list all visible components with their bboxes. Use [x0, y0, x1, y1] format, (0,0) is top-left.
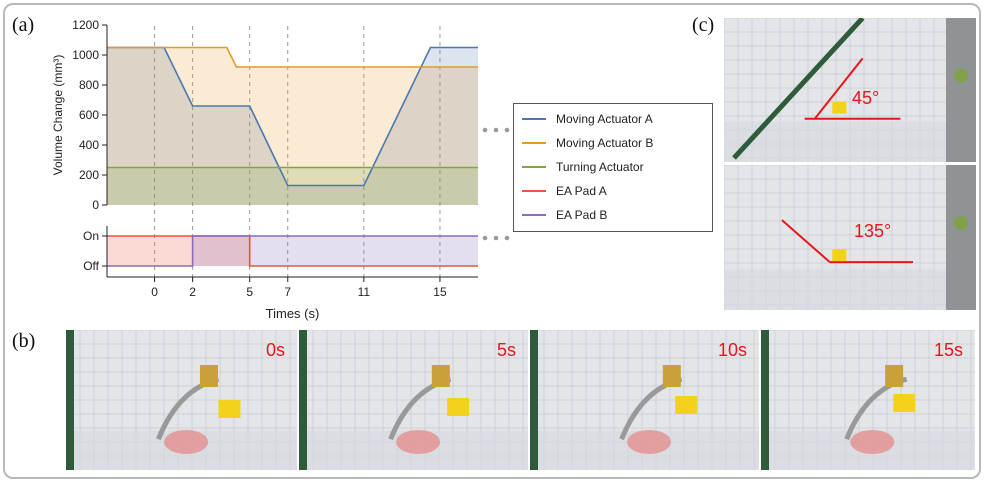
y-category-label: Off — [83, 259, 99, 273]
x-tick-label: 15 — [433, 285, 447, 299]
y-tick-label: 0 — [92, 198, 99, 212]
photo-c-0: 45° — [724, 18, 976, 162]
legend-label: Moving Actuator B — [556, 136, 654, 150]
panel-label-b: (b) — [12, 330, 36, 352]
series-area — [107, 236, 478, 266]
legend-swatch — [522, 118, 546, 120]
y-category-label: On — [83, 229, 99, 243]
x-tick-label: 5 — [246, 285, 253, 299]
photo-b-0: 0s — [66, 330, 297, 470]
photo-image — [299, 330, 528, 470]
time-label: 15s — [933, 340, 963, 360]
series-line — [107, 46, 478, 187]
ellipsis-dot — [493, 235, 499, 241]
x-tick-label: 0 — [151, 285, 158, 299]
legend-item: EA Pad B — [522, 207, 607, 223]
photo-image — [66, 330, 297, 470]
chart-legend: Moving Actuator A Moving Actuator B Turnin… — [513, 103, 713, 232]
x-tick-label: 7 — [284, 285, 291, 299]
legend-item: Moving Actuator B — [522, 135, 653, 151]
y-tick-label: 800 — [79, 78, 99, 92]
photo-image — [724, 165, 976, 310]
y-tick-label: 600 — [79, 108, 99, 122]
x-axis-label: Times (s) — [266, 306, 320, 321]
photo-b-2: 10s — [530, 330, 759, 470]
legend-swatch — [522, 214, 546, 216]
series-line — [107, 235, 478, 267]
ellipsis-dot — [482, 127, 488, 133]
legend-label: EA Pad B — [556, 208, 608, 222]
y-tick-label: 200 — [79, 168, 99, 182]
legend-label: EA Pad A — [556, 184, 607, 198]
volume-chart: 0 200 400 600 800 1000 1200 Volume Change (mm³)… — [51, 18, 510, 321]
legend-item: Turning Actuator — [522, 159, 644, 175]
photo-b-3: 15s — [761, 330, 975, 470]
photo-image — [530, 330, 759, 470]
photo-b-1: 5s — [299, 330, 528, 470]
series-area — [107, 47, 478, 205]
time-label: 10s — [717, 340, 747, 360]
legend-label: Moving Actuator A — [556, 112, 653, 126]
y-tick-label: 400 — [79, 138, 99, 152]
ellipsis-dot — [493, 127, 499, 133]
photo-image — [761, 330, 975, 470]
legend-label: Turning Actuator — [556, 160, 644, 174]
legend-swatch — [522, 142, 546, 144]
ellipsis-dot — [504, 127, 510, 133]
legend-item: EA Pad A — [522, 183, 607, 199]
ellipsis-dot — [504, 235, 510, 241]
figure-frame — [3, 3, 981, 479]
series-line — [107, 46, 478, 68]
legend-swatch — [522, 190, 546, 192]
time-label: 0s — [265, 340, 285, 360]
series-area — [107, 47, 478, 205]
ellipsis-dot — [482, 235, 488, 241]
x-tick-label: 2 — [189, 285, 196, 299]
y-tick-label: 1000 — [72, 48, 99, 62]
photo-c-1: 135° — [724, 165, 976, 310]
panel-label-a: (a) — [12, 14, 35, 36]
legend-item: Moving Actuator A — [522, 111, 653, 127]
y-axis-label: Volume Change (mm³) — [51, 55, 65, 176]
x-tick-label: 11 — [358, 285, 371, 299]
series-area — [107, 236, 478, 266]
angle-label: 135° — [854, 221, 892, 241]
legend-swatch — [522, 166, 546, 168]
y-tick-label: 1200 — [72, 18, 99, 32]
photo-image — [724, 18, 976, 162]
angle-label: 45° — [852, 88, 880, 108]
time-label: 5s — [496, 340, 516, 360]
panel-label-c: (c) — [692, 14, 715, 36]
